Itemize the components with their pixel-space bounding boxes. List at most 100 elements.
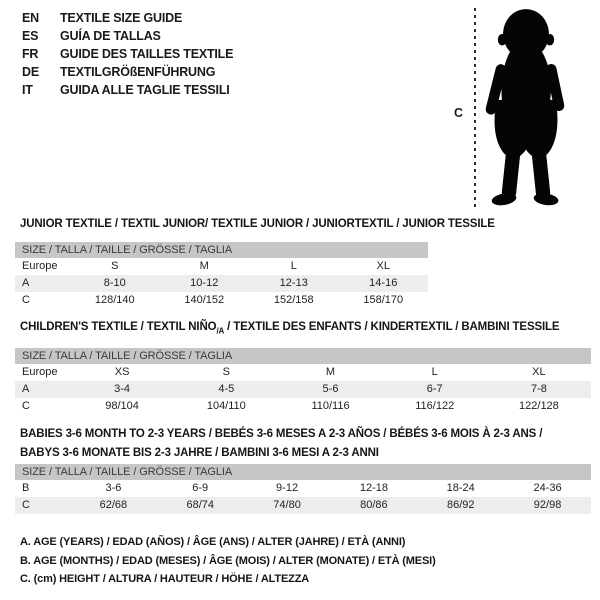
footnote: B. AGE (MONTHS) / EDAD (MESES) / ÂGE (MO… xyxy=(20,554,436,567)
row-label: Europe xyxy=(22,366,58,378)
size-table-babies: SIZE / TALLA / TAILLE / GRÖSSE / TAGLIA B… xyxy=(15,464,591,514)
language-title: TEXTILGRÖßENFÜHRUNG xyxy=(60,65,216,79)
table-row-c: C 62/68 68/74 74/80 80/86 86/92 92/98 xyxy=(15,497,591,514)
section-babies: BABIES 3-6 MONTH TO 2-3 YEARS / BEBÉS 3-… xyxy=(15,425,600,514)
heading-segment: / TEXTILE DES ENFANTS / KINDERTEXTIL / B… xyxy=(224,321,560,333)
language-code: IT xyxy=(22,83,33,97)
footnote-list: A. AGE (YEARS) / EDAD (AÑOS) / ÂGE (ANS)… xyxy=(20,533,436,589)
heading-segment: /A xyxy=(216,326,225,336)
table-cell: 18-24 xyxy=(446,482,475,494)
language-code: ES xyxy=(22,29,39,43)
heading-segment: BABYS 3-6 MONATE BIS 2-3 JAHRE / BAMBINI… xyxy=(20,447,379,459)
size-header-bar: SIZE / TALLA / TAILLE / GRÖSSE / TAGLIA xyxy=(15,464,591,480)
table-cell: 104/110 xyxy=(206,400,246,412)
table-cell: 24-36 xyxy=(533,482,562,494)
section-junior: JUNIOR TEXTILE / TEXTIL JUNIOR/ TEXTILE … xyxy=(15,215,600,306)
table-cell: L xyxy=(290,260,297,272)
heading-segment: BABIES 3-6 MONTH TO 2-3 YEARS / BEBÉS 3-… xyxy=(20,428,543,440)
table-row-b: B 3-6 6-9 9-12 12-18 18-24 24-36 xyxy=(15,480,591,497)
row-label: C xyxy=(22,400,30,412)
row-label: A xyxy=(22,383,30,395)
height-label: C xyxy=(454,106,464,120)
table-cell: 92/98 xyxy=(533,499,562,511)
table-cell: 5-6 xyxy=(322,383,339,395)
language-title-list: EN TEXTILE SIZE GUIDE ES GUÍA DE TALLAS FR GU… xyxy=(22,9,233,99)
table-row-c: C 98/104 104/110 110/116 116/122 122/128 xyxy=(15,398,591,415)
language-code: EN xyxy=(22,11,39,25)
table-cell: 10-12 xyxy=(190,277,219,289)
language-title: TEXTILE SIZE GUIDE xyxy=(60,11,183,25)
table-cell: 80/86 xyxy=(360,499,388,511)
table-row-c: C 128/140 140/152 152/158 158/170 xyxy=(15,292,428,309)
section-heading: CHILDREN'S TEXTILE / TEXTIL NIÑO/A / TEX… xyxy=(15,318,600,340)
table-row-europe: Europe XS S M L XL xyxy=(15,364,591,381)
table-cell: 14-16 xyxy=(369,277,398,289)
table-cell: 3-6 xyxy=(105,482,122,494)
height-dotted-line xyxy=(474,8,476,209)
section-heading: JUNIOR TEXTILE / TEXTIL JUNIOR/ TEXTILE … xyxy=(15,215,600,234)
table-row-a: A 8-10 10-12 12-13 14-16 xyxy=(15,275,428,292)
section-heading-line: BABIES 3-6 MONTH TO 2-3 YEARS / BEBÉS 3-… xyxy=(20,425,600,444)
table-cell: 140/152 xyxy=(184,294,225,306)
size-table-junior: SIZE / TALLA / TAILLE / GRÖSSE / TAGLIA E… xyxy=(15,242,428,309)
table-cell: 6-7 xyxy=(426,383,443,395)
table-cell: 74/80 xyxy=(273,499,301,511)
row-label: Europe xyxy=(22,260,58,272)
table-cell: 152/158 xyxy=(273,294,314,306)
language-row: IT GUIDA ALLE TAGLIE TESSILI xyxy=(22,81,233,99)
heading-segment: JUNIOR TEXTILE / TEXTIL JUNIOR/ TEXTILE … xyxy=(20,218,495,230)
language-title: GUIDE DES TAILLES TEXTILE xyxy=(60,47,234,61)
table-cell: 9-12 xyxy=(276,482,299,494)
language-row: EN TEXTILE SIZE GUIDE xyxy=(22,9,233,27)
language-row: DE TEXTILGRÖßENFÜHRUNG xyxy=(22,63,233,81)
section-heading-line: BABYS 3-6 MONATE BIS 2-3 JAHRE / BAMBINI… xyxy=(20,444,600,463)
table-cell: 128/140 xyxy=(94,294,135,306)
row-label: A xyxy=(22,277,30,289)
table-cell: 12-18 xyxy=(359,482,388,494)
table-cell: XS xyxy=(114,366,130,378)
footnote: A. AGE (YEARS) / EDAD (AÑOS) / ÂGE (ANS)… xyxy=(20,536,406,548)
language-code: DE xyxy=(22,65,39,79)
table-cell: XL xyxy=(532,366,546,378)
table-cell: 7-8 xyxy=(530,383,547,395)
size-header-bar: SIZE / TALLA / TAILLE / GRÖSSE / TAGLIA xyxy=(15,348,591,364)
language-title: GUÍA DE TALLAS xyxy=(60,29,161,43)
section-children: CHILDREN'S TEXTILE / TEXTIL NIÑO/A / TEX… xyxy=(15,318,600,412)
table-cell: 86/92 xyxy=(446,499,475,511)
table-cell: 116/122 xyxy=(415,400,455,412)
table-cell: 68/74 xyxy=(186,499,214,511)
size-header-bar: SIZE / TALLA / TAILLE / GRÖSSE / TAGLIA xyxy=(15,242,428,258)
table-cell: 110/116 xyxy=(311,400,350,412)
table-cell: 62/68 xyxy=(99,499,128,511)
language-title: GUIDA ALLE TAGLIE TESSILI xyxy=(60,83,230,97)
size-table-children: SIZE / TALLA / TAILLE / GRÖSSE / TAGLIA E… xyxy=(15,348,591,415)
section-heading: BABIES 3-6 MONTH TO 2-3 YEARS / BEBÉS 3-… xyxy=(15,425,600,463)
table-cell: 6-9 xyxy=(192,482,209,494)
section-heading-line: JUNIOR TEXTILE / TEXTIL JUNIOR/ TEXTILE … xyxy=(20,215,600,234)
language-row: ES GUÍA DE TALLAS xyxy=(22,27,233,45)
table-cell: XL xyxy=(376,260,390,272)
row-label: C xyxy=(22,294,30,306)
table-row-europe: Europe S M L XL xyxy=(15,258,428,275)
table-cell: 122/128 xyxy=(519,400,559,412)
table-cell: 98/104 xyxy=(105,400,139,412)
footnote: C. (cm) HEIGHT / ALTURA / HAUTEUR / HÖHE… xyxy=(20,573,310,585)
toddler-silhouette-icon xyxy=(485,9,565,206)
table-cell: 4-5 xyxy=(218,383,235,395)
table-cell: L xyxy=(431,366,438,378)
table-cell: 158/170 xyxy=(363,294,404,306)
table-cell: 3-4 xyxy=(114,383,131,395)
row-label: B xyxy=(22,482,30,494)
language-code: FR xyxy=(22,47,39,61)
language-row: FR GUIDE DES TAILLES TEXTILE xyxy=(22,45,233,63)
table-cell: M xyxy=(325,366,336,378)
row-label: C xyxy=(22,499,30,511)
section-heading-line: CHILDREN'S TEXTILE / TEXTIL NIÑO/A / TEX… xyxy=(20,318,600,340)
table-cell: S xyxy=(111,260,119,272)
table-cell: 12-13 xyxy=(279,277,308,289)
table-cell: M xyxy=(199,260,209,272)
table-row-a: A 3-4 4-5 5-6 6-7 7-8 xyxy=(15,381,591,398)
table-cell: S xyxy=(222,366,230,378)
table-cell: 8-10 xyxy=(103,277,126,289)
